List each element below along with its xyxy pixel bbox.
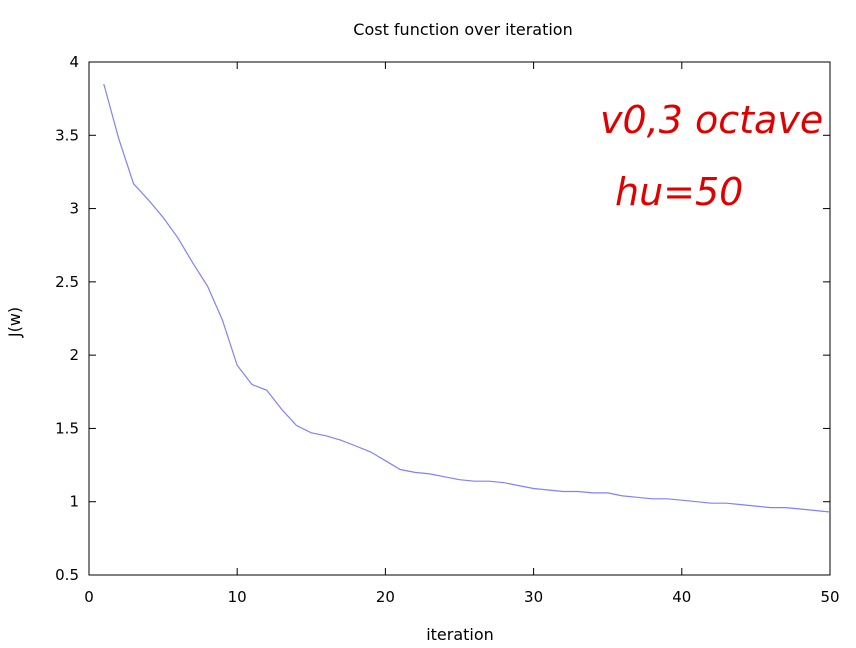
x-tick-label: 20 xyxy=(376,588,395,606)
handwritten-note-line-2: hu=50 xyxy=(615,170,743,214)
y-tick-label: 1.5 xyxy=(55,419,79,437)
y-axis-label: J(w) xyxy=(5,307,24,338)
x-axis-label: iteration xyxy=(426,625,494,644)
x-tick-label: 50 xyxy=(820,588,839,606)
plot-area: 0 10 20 30 40 50 0.5 1 1.5 2 2.5 3 3.5 4 xyxy=(55,53,839,606)
plot-frame xyxy=(88,61,831,576)
y-tick-label: 3.5 xyxy=(55,126,79,144)
x-tick-label: 30 xyxy=(524,588,543,606)
y-tick-label: 0.5 xyxy=(55,566,79,584)
y-tick-label: 1 xyxy=(69,493,79,511)
series-line-0 xyxy=(103,83,831,513)
x-tick-label: 0 xyxy=(84,588,94,606)
y-tick-label: 3 xyxy=(69,200,79,218)
handwritten-note-line-1: v0,3 octave xyxy=(600,98,823,142)
x-tick-label: 40 xyxy=(672,588,691,606)
chart-title: Cost function over iteration xyxy=(353,20,572,39)
y-tick-label: 2.5 xyxy=(55,273,79,291)
y-tick-label: 4 xyxy=(69,53,79,71)
y-tick-label: 2 xyxy=(69,346,79,364)
x-tick-label: 10 xyxy=(228,588,247,606)
